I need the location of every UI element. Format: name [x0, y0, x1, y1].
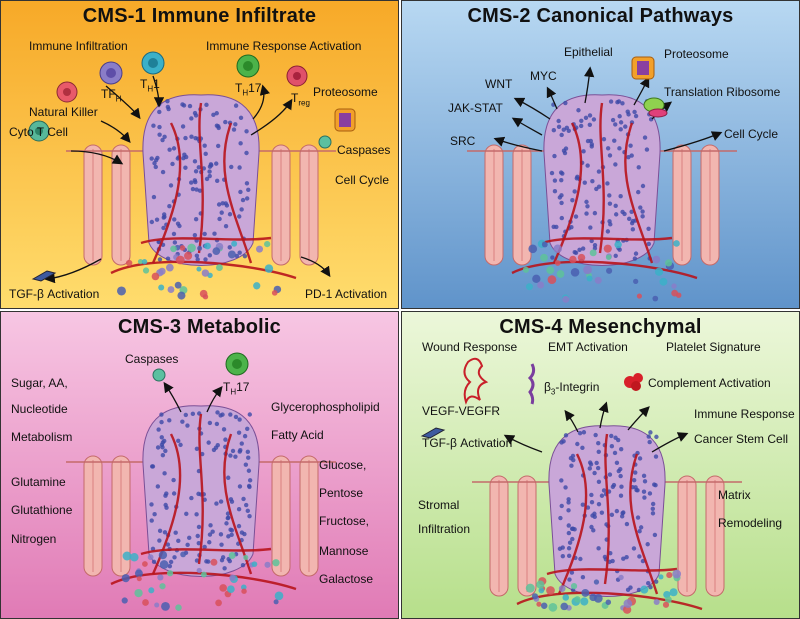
- label-fructose: Fructose,: [319, 514, 370, 528]
- label-src: SRC: [450, 134, 476, 148]
- panel-cms4: CMS-4 Mesenchymal Wound Response EMT Act…: [401, 311, 800, 619]
- label-translation-ribosome: Translation Ribosome: [664, 85, 781, 99]
- label-emt-activation: EMT Activation: [548, 340, 628, 354]
- label-treg: Treg: [291, 91, 310, 108]
- label-natural-killer: Natural Killer: [29, 105, 98, 119]
- label-infiltration: Infiltration: [418, 522, 471, 536]
- label-pd1-activation: PD-1 Activation: [305, 287, 388, 301]
- label-tgf-beta-activation: TGF-β Activation: [9, 287, 100, 301]
- panel-cms1: CMS-1 Immune Infiltrate: [0, 0, 399, 309]
- label-jak-stat: JAK-STAT: [448, 101, 503, 115]
- label-platelet-signature: Platelet Signature: [666, 340, 761, 354]
- panel-cms3: CMS-3 Metabolic Caspases TH17 Sugar, AA,…: [0, 311, 399, 619]
- label-immune-response: Immune Response: [694, 407, 795, 421]
- label-immune-infiltration: Immune Infiltration: [29, 39, 128, 53]
- label-caspases: Caspases: [125, 352, 179, 366]
- panel-title: CMS-3 Metabolic: [117, 316, 282, 338]
- panel-cms2: CMS-2 Canonical Pathways MYC Epitheli: [401, 0, 800, 309]
- label-wnt: WNT: [485, 77, 513, 91]
- label-th17: TH17: [223, 380, 250, 397]
- label-cell-cycle: Cell Cycle: [335, 173, 390, 187]
- tumor-tissue-illustration: [66, 94, 336, 300]
- panel-title: CMS-2 Canonical Pathways: [467, 5, 734, 27]
- label-glutathione: Glutathione: [11, 503, 73, 517]
- label-caspases: Caspases: [337, 143, 391, 157]
- label-glucose: Glucose,: [319, 458, 367, 472]
- label-glycerophospholipid: Glycerophospholipid: [271, 400, 380, 414]
- label-th1: TH1: [140, 77, 160, 94]
- panel-title: CMS-4 Mesenchymal: [499, 316, 702, 338]
- label-th17: TH17: [235, 81, 262, 98]
- label-sugar-aa: Sugar, AA,: [11, 376, 68, 390]
- label-glutamine: Glutamine: [11, 475, 66, 489]
- label-proteosome: Proteosome: [313, 85, 378, 99]
- label-pentose: Pentose: [319, 486, 364, 500]
- label-epithelial: Epithelial: [564, 45, 613, 59]
- label-proteosome: Proteosome: [664, 47, 729, 61]
- tumor-tissue-illustration: [66, 405, 336, 611]
- tumor-tissue-illustration: [472, 425, 742, 614]
- label-myc: MYC: [530, 69, 557, 83]
- label-mannose: Mannose: [319, 544, 369, 558]
- label-matrix: Matrix: [718, 488, 751, 502]
- label-fatty-acid: Fatty Acid: [271, 428, 324, 442]
- label-cell-cycle: Cell Cycle: [724, 127, 779, 141]
- label-metabolism: Metabolism: [11, 430, 73, 444]
- label-stromal: Stromal: [418, 498, 460, 512]
- label-nucleotide: Nucleotide: [11, 402, 68, 416]
- label-cancer-stem-cell: Cancer Stem Cell: [694, 432, 789, 446]
- label-nitrogen: Nitrogen: [11, 532, 57, 546]
- label-tgf-beta-activation: TGF-β Activation: [422, 436, 513, 450]
- panel-title: CMS-1 Immune Infiltrate: [82, 5, 317, 27]
- label-remodeling: Remodeling: [718, 516, 783, 530]
- label-wound-response: Wound Response: [422, 340, 518, 354]
- label-beta3-integrin: β3-Integrin: [544, 380, 600, 397]
- label-cyto-t-cell: Cyto T Cell: [9, 125, 68, 139]
- label-vegf-vegfr: VEGF-VEGFR: [422, 404, 501, 418]
- label-tfh: TFH: [101, 87, 122, 104]
- label-immune-response-activation: Immune Response Activation: [206, 39, 362, 53]
- label-galactose: Galactose: [319, 572, 374, 586]
- label-complement-activation: Complement Activation: [648, 376, 771, 390]
